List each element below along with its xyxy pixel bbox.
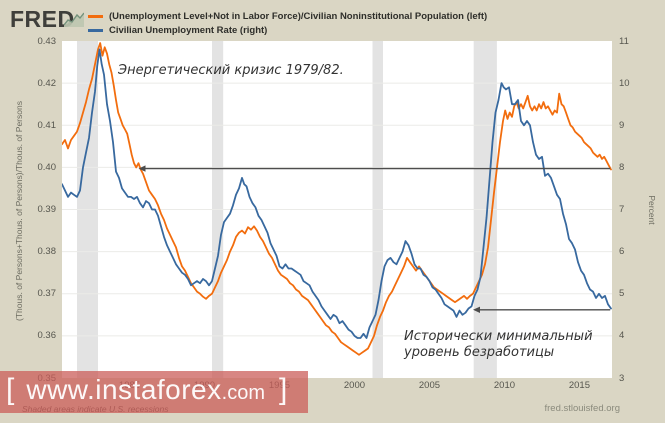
y-axis-tick-left: 0.41 [37, 119, 57, 131]
annotation-min-unemployment-line2: уровень безработицы [404, 345, 555, 360]
y-axis-tick-right: 7 [619, 204, 625, 215]
y-axis-tick-left: 0.39 [37, 204, 57, 215]
x-axis-tick: 2010 [493, 380, 516, 391]
x-axis-tick: 2005 [418, 380, 441, 391]
y-axis-tick-right: 8 [619, 161, 625, 173]
legend-label-ratio: (Unemployment Level+Not in Labor Force)/… [109, 10, 488, 22]
y-axis-tick-left: 0.37 [37, 288, 57, 300]
x-axis-tick: 2000 [343, 380, 366, 391]
annotation-min-unemployment-line1: Исторически минимальный [404, 329, 593, 344]
series-line-ratio [62, 42, 612, 356]
plot-area [62, 41, 612, 378]
y-axis-tick-right: 9 [619, 119, 625, 131]
watermark-bracket-right: ] [278, 373, 288, 406]
y-axis-tick-right: 5 [619, 288, 625, 300]
y-axis-tick-right: 10 [619, 77, 630, 89]
chart-canvas [62, 41, 612, 378]
legend-label-unemployment-rate: Civilian Unemployment Rate (right) [109, 24, 268, 36]
y-axis-tick-left: 0.43 [37, 35, 57, 47]
chart-legend: (Unemployment Level+Not in Labor Force)/… [88, 9, 487, 37]
annotation-min-unemployment: Исторически минимальный уровень безработ… [404, 329, 593, 361]
fred-logo: FRED [10, 6, 75, 32]
fred-logo-chart-icon [64, 12, 84, 27]
legend-item-unemployment-rate: Civilian Unemployment Rate (right) [88, 23, 487, 37]
x-axis-tick: 2015 [568, 380, 590, 391]
legend-item-ratio: (Unemployment Level+Not in Labor Force)/… [88, 9, 487, 23]
watermark-bracket-left: [ [6, 373, 15, 406]
y-axis-tick-right: 3 [619, 372, 625, 384]
y-axis-tick-right: 11 [619, 35, 629, 47]
arrowhead-left-icon [473, 306, 480, 313]
arrowhead-left-icon [138, 165, 146, 172]
watermark-tld: .com [221, 382, 265, 404]
watermark-text: [ www.instaforex .com ] [6, 373, 287, 407]
y-axis-tick-right: 4 [619, 330, 625, 342]
y-axis-tick-right: 6 [619, 246, 625, 258]
y-axis-tick-left: 0.36 [37, 330, 57, 342]
orange-line-swatch-icon [88, 14, 103, 18]
annotation-energy-crisis: Энергетический кризис 1979/82. [118, 63, 344, 78]
source-label: fred.stlouisfed.org [544, 403, 620, 414]
y-axis-tick-left: 0.38 [37, 246, 57, 258]
blue-line-swatch-icon [88, 28, 103, 32]
y-axis-tick-left: 0.42 [37, 77, 57, 89]
y-axis-tick-left: 0.40 [37, 161, 57, 173]
watermark-band [0, 371, 308, 413]
series-line-unemployment-rate [62, 48, 612, 339]
watermark-domain: www.instaforex [26, 374, 222, 405]
